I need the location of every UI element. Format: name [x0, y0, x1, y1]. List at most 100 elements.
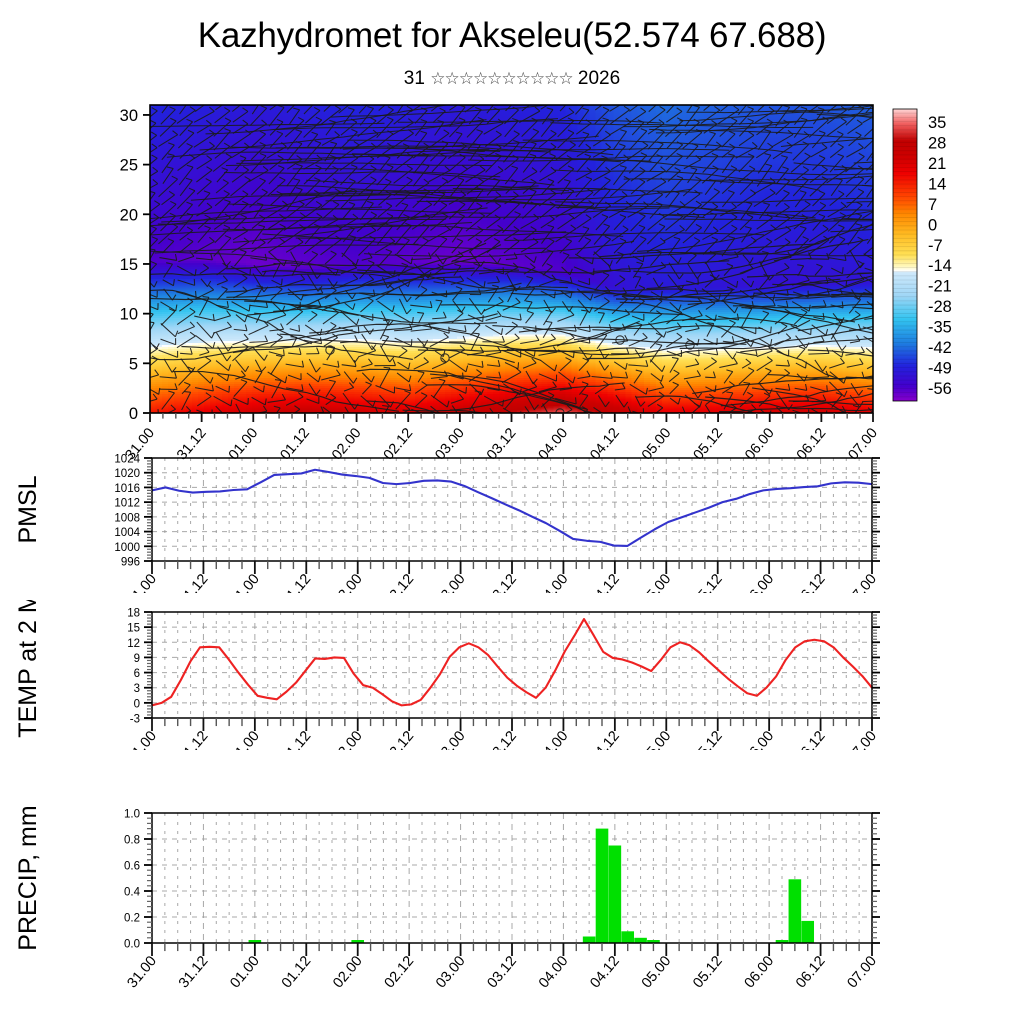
precip-bar — [775, 940, 789, 943]
colorbar-tick-label: 35 — [928, 114, 946, 132]
colorbar-tick-label: 28 — [928, 134, 946, 152]
colorbar-tick-label: -49 — [928, 360, 952, 378]
y-tick-label: 15 — [120, 256, 138, 274]
y-tick-label: 1024 — [114, 454, 140, 466]
x-tick-label: 31.00 — [124, 728, 160, 750]
temp-panel: -3 0 3 6 9 12 15 18 31.00 31.12 01.00 01.12 02.00 02.… — [0, 600, 1024, 750]
y-tick-label: 0 — [134, 698, 140, 710]
colorbar-tick-label: -28 — [928, 298, 952, 316]
wind-barbs-overlay — [150, 105, 873, 413]
y-tick-label: 18 — [127, 608, 140, 620]
x-tick-label: 07.00 — [844, 571, 880, 593]
page-title: Kazhydromet for Akseleu(52.574 67.688) — [0, 16, 1024, 56]
x-tick-label: 05.00 — [639, 953, 675, 991]
x-tick-label: 03.00 — [433, 953, 469, 991]
x-tick-label: 07.00 — [844, 953, 880, 991]
y-axis-right — [872, 457, 880, 562]
y-tick-label: 1020 — [114, 468, 140, 480]
y-axis: 0.0 0.2 0.4 0.6 0.8 1.0 — [124, 809, 152, 951]
x-tick-label: 05.12 — [690, 571, 726, 593]
y-tick-label: 10 — [120, 306, 138, 324]
y-tick-label: 0 — [129, 405, 138, 423]
x-tick-label: 06.12 — [793, 728, 829, 750]
x-tick-label: 04.00 — [536, 571, 572, 593]
x-tick-label: 02.00 — [330, 953, 366, 991]
y-tick-label: 3 — [134, 683, 140, 695]
x-tick-label: 05.00 — [639, 571, 675, 593]
x-tick-label: 31.00 — [124, 571, 160, 593]
x-tick-label: 01.00 — [227, 728, 263, 750]
temp-series — [150, 618, 874, 707]
colorbar-tick-label: -42 — [928, 339, 952, 357]
precip-bar — [634, 937, 647, 943]
x-tick-label: 06.12 — [793, 571, 829, 593]
colorbar-tick-label: -21 — [928, 278, 952, 296]
x-tick-label: 04.12 — [587, 953, 623, 991]
y-tick-label: 12 — [127, 638, 140, 650]
x-tick-label: 03.00 — [433, 728, 469, 750]
x-tick-label: 02.12 — [382, 571, 418, 593]
precip-bar — [647, 940, 660, 943]
x-tick-label: 06.00 — [742, 728, 778, 750]
y-tick-label: 6 — [134, 668, 140, 680]
y-tick-label: 0.6 — [124, 861, 140, 873]
precip-bar — [351, 940, 365, 943]
x-tick-label: 02.12 — [382, 953, 418, 991]
colorbar-tick-label: 7 — [928, 196, 937, 214]
precip-bar — [801, 920, 815, 943]
pmsl-svg: 996 1000 1004 1008 1012 1016 1020 1024 31.00 31.1… — [14, 454, 880, 594]
x-tick-label: 07.00 — [844, 728, 880, 750]
temp-svg: -3 0 3 6 9 12 15 18 31.00 31.12 01.00 01.12 02.00 02.… — [14, 600, 880, 750]
y-tick-label: 0.8 — [124, 835, 140, 847]
colorbar-tick-label: -7 — [928, 237, 943, 255]
grid — [152, 612, 872, 718]
grid — [152, 813, 872, 943]
precip-bar — [608, 845, 622, 943]
pmsl-axis-label: PMSL — [14, 475, 42, 543]
y-tick-label: 1004 — [114, 527, 140, 539]
temp-axis-label: TEMP at 2 M — [14, 600, 42, 738]
x-tick-label: 01.00 — [227, 953, 263, 991]
x-tick-group: 31.00 31.12 01.00 01.12 02.00 02.12 03.00 03.12… — [124, 718, 880, 750]
pmsl-panel: 996 1000 1004 1008 1012 1016 1020 1024 31.00 31.1… — [0, 448, 1024, 594]
x-tick-label: 03.12 — [484, 953, 520, 991]
precip-axis-label: PRECIP, mm — [14, 805, 42, 950]
x-tick-label: 31.12 — [176, 728, 212, 750]
y-axis: -3 0 3 6 9 12 15 18 — [127, 608, 152, 726]
x-tick-label: 02.12 — [382, 728, 418, 750]
y-tick-label: 0.2 — [124, 913, 140, 925]
y-tick-label: 9 — [134, 653, 140, 665]
x-tick-label: 03.00 — [433, 571, 469, 593]
x-tick-label: 05.12 — [690, 953, 726, 991]
subtitle-day: 31 — [404, 68, 425, 89]
precip-svg: 0.0 0.2 0.4 0.6 0.8 1.0 31.00 31.12 01.00 01.12 02… — [14, 805, 880, 991]
colorbar-tick-label: -35 — [928, 319, 952, 337]
cross-section-y-axis: 0 5 10 15 20 25 30 — [120, 107, 150, 423]
colorbar-tick-label: -14 — [928, 257, 952, 275]
x-tick-label: 02.00 — [330, 728, 366, 750]
x-tick-label: 01.12 — [279, 953, 315, 991]
x-tick-label: 01.12 — [279, 571, 315, 593]
y-axis: 996 1000 1004 1008 1012 1016 1020 1024 — [114, 454, 152, 569]
page-subtitle: 31 ☆☆☆☆☆☆☆☆☆☆ 2026 — [0, 68, 1024, 90]
y-tick-label: -3 — [130, 714, 140, 726]
y-tick-label: 5 — [129, 355, 138, 373]
x-tick-label: 05.00 — [639, 728, 675, 750]
y-tick-label: 30 — [120, 107, 138, 125]
precip-panel: 0.0 0.2 0.4 0.6 0.8 1.0 31.00 31.12 01.00 01.12 02… — [0, 795, 1024, 995]
precip-bars — [248, 828, 815, 943]
x-tick-label: 04.12 — [587, 571, 623, 593]
x-tick-label: 04.00 — [536, 728, 572, 750]
y-axis-right — [872, 611, 880, 719]
x-tick-label: 06.12 — [793, 953, 829, 991]
x-tick-label: 01.00 — [227, 571, 263, 593]
x-tick-label: 03.12 — [484, 728, 520, 750]
y-tick-label: 1008 — [114, 512, 140, 524]
x-tick-label: 04.12 — [587, 728, 623, 750]
y-axis-right — [872, 812, 880, 944]
x-tick-label: 06.00 — [742, 953, 778, 991]
grid — [152, 458, 872, 561]
x-tick-group: 31.00 31.12 01.00 01.12 02.00 02.12 03.00 03.12… — [124, 943, 880, 991]
x-tick-label: 04.00 — [536, 953, 572, 991]
y-tick-label: 20 — [120, 206, 138, 224]
